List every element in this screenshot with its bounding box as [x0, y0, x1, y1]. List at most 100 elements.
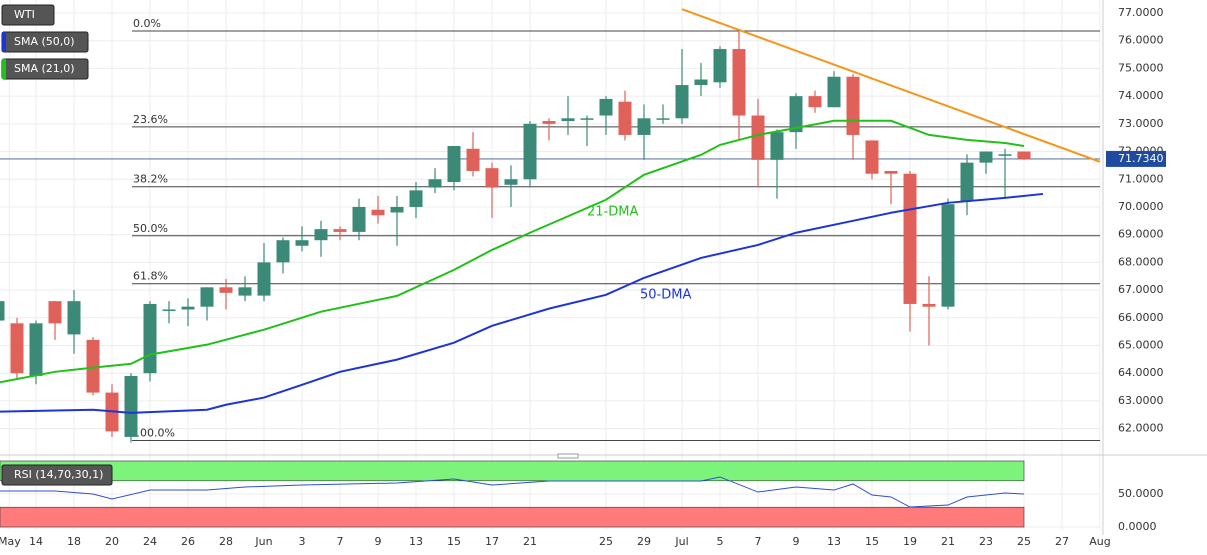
- fib-label: 50.0%: [133, 222, 168, 235]
- y-tick-label: 71.0000: [1118, 172, 1164, 185]
- candle-body: [884, 170, 898, 174]
- x-tick-label: 9: [793, 535, 800, 548]
- candle-body: [200, 287, 214, 307]
- x-tick-label: 29: [637, 535, 651, 548]
- x-tick-label: 23: [979, 535, 993, 548]
- fib-label: 100.0%: [133, 427, 175, 440]
- candle-body: [561, 118, 575, 122]
- candle-body: [352, 206, 366, 232]
- candle-body: [542, 121, 556, 124]
- candle-body: [979, 151, 993, 163]
- x-tick-label: 21: [941, 535, 955, 548]
- x-tick-label: 25: [1017, 535, 1031, 548]
- fib-label: 0.0%: [133, 17, 161, 30]
- y-tick-label: 67.0000: [1118, 283, 1164, 296]
- x-tick-label: 17: [485, 535, 499, 548]
- x-tick-label: 9: [375, 535, 382, 548]
- candle-body: [390, 206, 404, 213]
- legend-swatch: [2, 32, 6, 52]
- candle-body: [485, 168, 499, 188]
- x-tick-label: 7: [337, 535, 344, 548]
- fib-label: 23.6%: [133, 113, 168, 126]
- candle-body: [238, 287, 252, 296]
- y-tick-label: 66.0000: [1118, 311, 1164, 324]
- candle-body: [314, 229, 328, 241]
- x-tick-label: Aug: [1089, 535, 1110, 548]
- candle-body: [846, 76, 860, 135]
- y-tick-label: 76.0000: [1118, 34, 1164, 47]
- y-tick-label: 68.0000: [1118, 255, 1164, 268]
- rsi-band: [0, 460, 1025, 482]
- last-price-tag: [1106, 150, 1166, 167]
- y-tick-label: 74.0000: [1118, 89, 1164, 102]
- candle-body: [371, 209, 385, 216]
- candle-body: [124, 375, 138, 437]
- pane-handle[interactable]: [557, 453, 579, 459]
- y-tick-label: 63.0000: [1118, 394, 1164, 407]
- legend-label: SMA (50,0): [14, 35, 75, 48]
- x-tick-label: 25: [599, 535, 613, 548]
- candle-body: [143, 303, 157, 374]
- candle-body: [295, 240, 309, 246]
- candle-body: [751, 115, 765, 160]
- candle-body: [656, 118, 670, 120]
- x-tick-label: 24: [143, 535, 157, 548]
- legend-box: [1, 4, 55, 26]
- x-tick-label: Jun: [254, 535, 272, 548]
- legend-label: SMA (21,0): [14, 62, 75, 75]
- x-tick-label: 3: [299, 535, 306, 548]
- candle-body: [827, 76, 841, 108]
- x-tick-label: 28: [219, 535, 233, 548]
- x-tick-label: May: [0, 535, 21, 548]
- candle-body: [67, 301, 81, 335]
- series-annotation: 21-DMA: [587, 205, 638, 220]
- candle-body: [732, 49, 746, 116]
- candle-body: [770, 132, 784, 160]
- candle-body: [941, 204, 955, 307]
- x-tick-label: 26: [181, 535, 195, 548]
- candle-body: [675, 85, 689, 119]
- legend-label: WTI: [14, 8, 35, 21]
- x-tick-label: Jul: [674, 535, 688, 548]
- candle-body: [257, 262, 271, 296]
- y-tick-label: 77.0000: [1118, 6, 1164, 19]
- x-tick-label: 18: [67, 535, 81, 548]
- x-tick-label: 13: [409, 535, 423, 548]
- y-tick-label: 75.0000: [1118, 61, 1164, 74]
- x-tick-label: 14: [29, 535, 43, 548]
- series-annotation: 50-DMA: [640, 288, 691, 303]
- candle-body: [922, 303, 936, 307]
- rsi-line: [0, 476, 1025, 508]
- y-tick-label: 0.0000: [1118, 520, 1157, 533]
- y-tick-label: 65.0000: [1118, 338, 1164, 351]
- x-tick-label: 21: [523, 535, 537, 548]
- legend-swatch: [2, 59, 6, 79]
- candle-body: [48, 301, 62, 324]
- candle-body: [333, 229, 347, 232]
- candle-body: [447, 146, 461, 183]
- x-tick-label: 20: [105, 535, 119, 548]
- candle-body: [86, 339, 100, 393]
- x-tick-label: 19: [903, 535, 917, 548]
- candle-body: [10, 323, 24, 374]
- candle-body: [618, 101, 632, 135]
- candle-body: [998, 154, 1012, 156]
- candle-body: [409, 190, 423, 207]
- y-tick-label: 73.0000: [1118, 117, 1164, 130]
- x-tick-label: 7: [755, 535, 762, 548]
- y-tick-label: 70.0000: [1118, 200, 1164, 213]
- candle-body: [637, 118, 651, 135]
- y-tick-label: 50.0000: [1118, 487, 1164, 500]
- y-tick-label: 62.0000: [1118, 422, 1164, 435]
- candle-body: [789, 96, 803, 133]
- candle-body: [276, 240, 290, 263]
- candle-body: [903, 173, 917, 304]
- candle-body: [523, 123, 537, 180]
- candle-body: [713, 49, 727, 83]
- x-tick-label: 5: [717, 535, 724, 548]
- candle-body: [694, 79, 708, 86]
- y-tick-label: 64.0000: [1118, 366, 1164, 379]
- fib-label: 38.2%: [133, 173, 168, 186]
